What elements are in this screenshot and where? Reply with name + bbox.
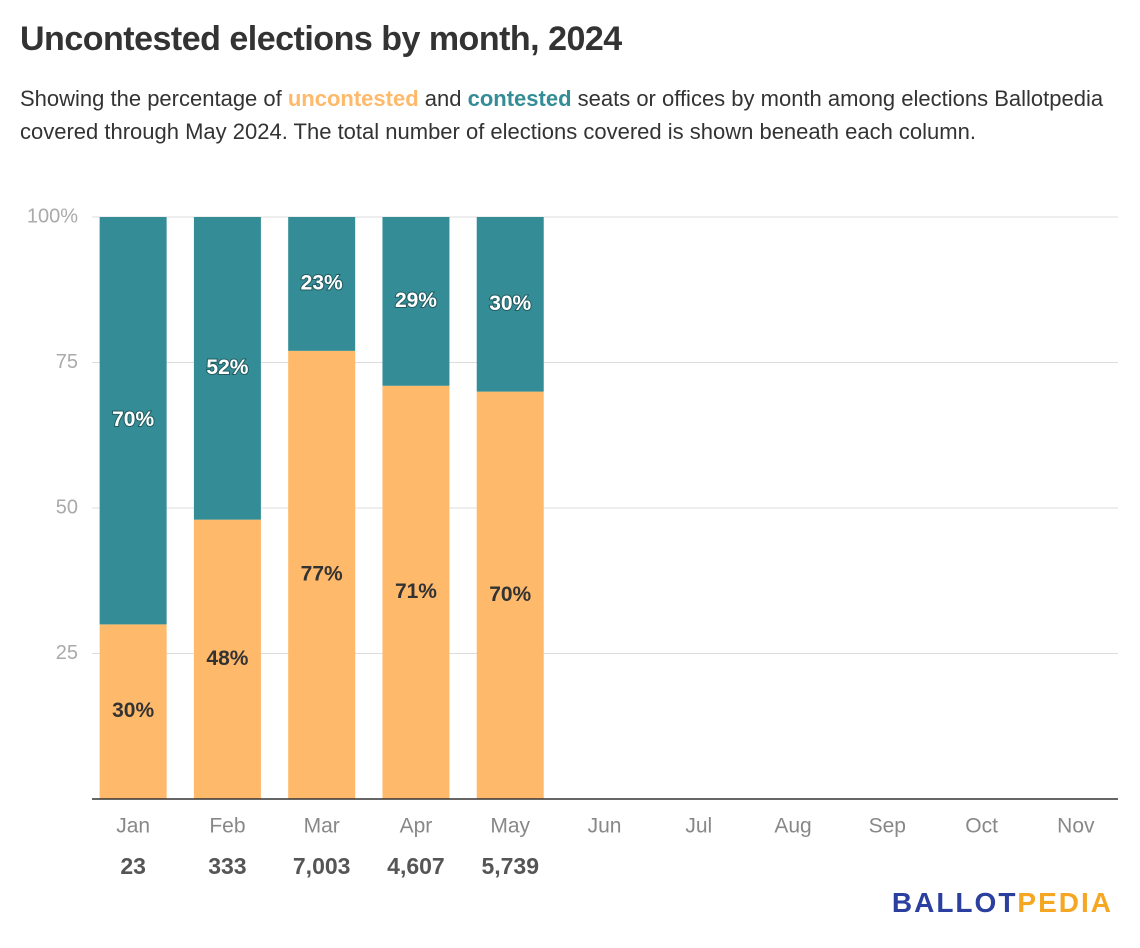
bar-segment — [99, 217, 167, 625]
data-label: 30% — [489, 292, 531, 315]
x-tick-label: Feb — [209, 815, 245, 838]
bar-segment — [288, 350, 356, 799]
x-tick-label: Jul — [685, 815, 712, 838]
chart-subtitle: Showing the percentage of uncontested an… — [20, 82, 1110, 148]
total-label: 4,607 — [387, 853, 445, 879]
x-tick-label: Apr — [400, 815, 433, 838]
total-label: 23 — [120, 853, 146, 879]
data-label: 70% — [112, 408, 154, 431]
bar-segment — [382, 217, 450, 386]
x-tick-label: Jan — [116, 815, 150, 838]
x-tick-label: Jun — [588, 815, 622, 838]
bar-segment — [382, 385, 450, 799]
bar-segment — [476, 391, 544, 799]
x-tick-label: Mar — [304, 815, 340, 838]
total-label: 333 — [208, 853, 246, 879]
data-label: 52% — [206, 356, 248, 379]
bar-segment — [99, 624, 167, 799]
data-label: 30% — [112, 699, 154, 722]
x-tick-label: May — [490, 815, 530, 838]
bar-segment — [193, 519, 261, 799]
data-label: 48% — [206, 647, 248, 670]
y-tick-label: 25 — [56, 642, 78, 664]
subtitle-text: Showing the percentage of — [20, 86, 288, 111]
y-tick-label: 75 — [56, 351, 78, 373]
x-tick-label: Sep — [869, 815, 906, 838]
data-label: 23% — [301, 271, 343, 294]
x-tick-label: Oct — [965, 815, 998, 838]
x-tick-label: Aug — [774, 815, 811, 838]
data-label: 71% — [395, 580, 437, 603]
data-label: 29% — [395, 289, 437, 312]
data-label: 70% — [489, 583, 531, 606]
y-tick-label: 100% — [27, 205, 78, 227]
total-label: 7,003 — [293, 853, 351, 879]
legend-entry: contested — [467, 86, 572, 111]
x-tick-label: Nov — [1057, 815, 1095, 838]
chart-title: Uncontested elections by month, 2024 — [20, 20, 622, 58]
logo-part: BALLOT — [892, 887, 1018, 918]
subtitle-text: seats or offices by month among election… — [20, 86, 1104, 144]
total-label: 5,739 — [481, 853, 539, 879]
legend-entry: uncontested — [287, 86, 419, 111]
subtitle-text: and — [418, 86, 468, 111]
data-label: 77% — [301, 562, 343, 585]
bar-segment — [476, 217, 544, 392]
y-tick-label: 50 — [56, 496, 78, 518]
bar-segment — [193, 217, 261, 520]
logo-part: PEDIA — [1017, 887, 1113, 918]
logo: BALLOTPEDIA — [892, 887, 1113, 918]
bar-segment — [288, 217, 356, 351]
